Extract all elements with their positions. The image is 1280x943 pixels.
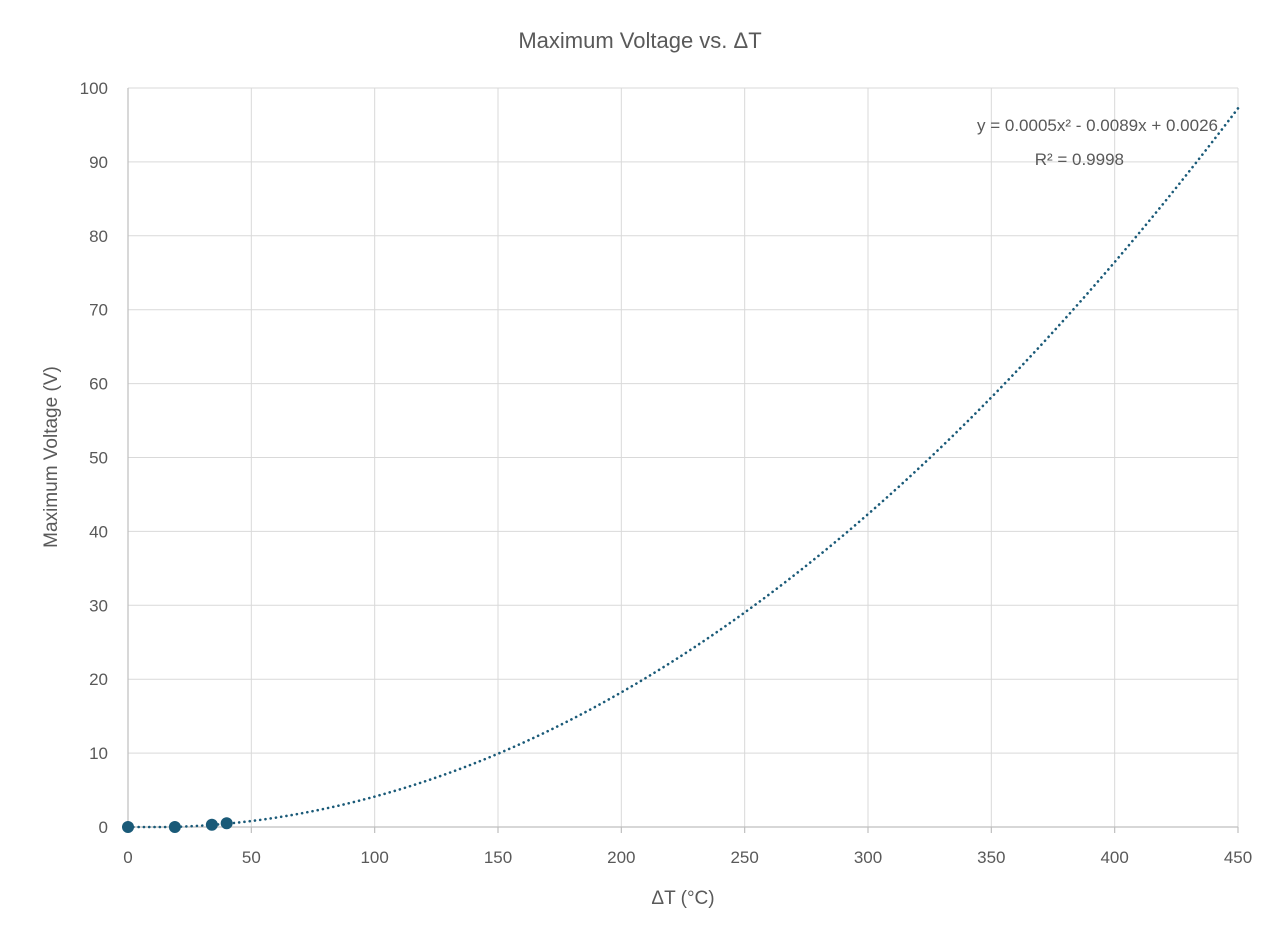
x-axis-tick-labels: 0 50 100 150 200 250 300 350 400 450 [123,848,1252,867]
y-tick-label: 80 [89,227,108,246]
gridlines [128,87,1239,827]
y-tick-label: 20 [89,670,108,689]
data-points [122,817,233,833]
y-axis-tick-labels: 0 10 20 30 40 50 60 70 80 90 100 [80,79,108,837]
y-tick-label: 90 [89,153,108,172]
x-tick-label: 250 [730,848,758,867]
y-tick-label: 0 [99,818,108,837]
y-tick-label: 50 [89,449,108,468]
trendline-equation: y = 0.0005x² - 0.0089x + 0.0026 [977,116,1218,135]
chart-title: Maximum Voltage vs. ΔT [518,28,761,53]
y-tick-label: 60 [89,375,108,394]
data-point [205,818,218,831]
y-tick-label: 100 [80,79,108,98]
x-axis-label: ΔT (°C) [651,888,714,909]
data-point [220,817,233,830]
x-tick-label: 100 [360,848,388,867]
x-tick-label: 150 [484,848,512,867]
x-tick-label: 350 [977,848,1005,867]
trendline-r-squared: R² = 0.9998 [1035,150,1124,169]
y-tick-label: 40 [89,522,108,541]
y-tick-label: 30 [89,596,108,615]
trendline-layer [126,107,1240,829]
axes [127,88,1239,833]
data-point [168,821,181,833]
x-tick-label: 0 [123,848,132,867]
y-tick-label: 70 [89,301,108,320]
data-point [122,821,134,833]
y-axis-label: Maximum Voltage (V) [41,366,62,548]
x-tick-label: 400 [1100,848,1128,867]
x-tick-label: 300 [854,848,882,867]
x-tick-label: 450 [1224,848,1252,867]
y-tick-label: 10 [89,744,108,763]
polynomial-trendline [126,107,1240,829]
x-tick-label: 50 [242,848,261,867]
x-tick-label: 200 [607,848,635,867]
